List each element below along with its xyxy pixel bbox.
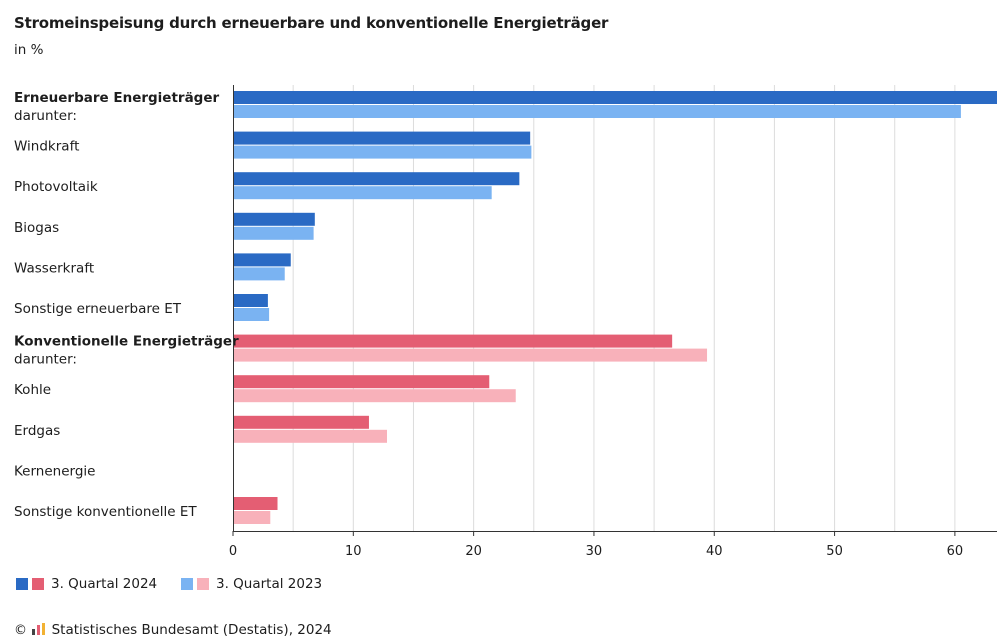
category-label: Windkraft [14, 139, 79, 155]
x-tick-label: 30 [586, 544, 603, 559]
chart-subtitle: in % [14, 42, 44, 58]
category-label: Sonstige konventionelle ET [14, 504, 197, 520]
x-tick-label: 50 [826, 544, 843, 559]
chart-title: Stromeinspeisung durch erneuerbare und k… [14, 14, 609, 32]
category-label: Kohle [14, 382, 51, 398]
bar [233, 375, 490, 389]
legend-swatch-2023-renewable [181, 578, 193, 590]
bar [233, 267, 285, 281]
legend-label-2023: 3. Quartal 2023 [216, 576, 323, 592]
category-sublabel: darunter: [14, 108, 77, 124]
category-sublabel: darunter: [14, 352, 77, 368]
category-label: Erdgas [14, 423, 60, 439]
destatis-logo-icon [32, 623, 46, 635]
bar [233, 226, 314, 240]
bar [233, 131, 531, 145]
category-label: Konventionelle Energieträger [14, 334, 239, 350]
category-label: Sonstige erneuerbare ET [14, 301, 182, 317]
bar [233, 253, 291, 267]
bar [233, 429, 388, 443]
source-line: © Statistisches Bundesamt (Destatis), 20… [14, 622, 332, 638]
legend-swatch-2023-conventional [197, 578, 209, 590]
bar [233, 294, 268, 307]
x-tick-label: 20 [465, 544, 482, 559]
x-tick-label: 60 [947, 544, 964, 559]
bar [233, 334, 673, 348]
copyright-symbol: © [14, 623, 27, 638]
bar [233, 415, 369, 429]
x-tick-label: 0 [229, 544, 237, 559]
bar [233, 511, 271, 524]
legend-label-2024: 3. Quartal 2024 [51, 576, 158, 592]
source-text: Statistisches Bundesamt (Destatis), 2024 [51, 622, 332, 638]
category-label: Photovoltaik [14, 179, 98, 195]
x-tick-label: 40 [706, 544, 723, 559]
bar [233, 389, 516, 403]
category-label: Wasserkraft [14, 260, 94, 276]
category-label: Biogas [14, 220, 59, 236]
bar [233, 186, 492, 200]
bar [233, 497, 278, 510]
x-tick-label: 10 [345, 544, 362, 559]
bar-chart: 0 10 20 30 40 50 60 Erneuerbare Energieträger da… [14, 85, 997, 559]
bar [233, 145, 532, 159]
bar [233, 212, 315, 226]
legend-swatch-2024-renewable [16, 578, 28, 590]
bar [233, 348, 708, 362]
legend-swatch-2024-conventional [32, 578, 44, 590]
bar [233, 91, 997, 104]
bar [233, 308, 270, 321]
category-label: Kernenergie [14, 463, 95, 479]
bar [233, 105, 961, 118]
bar [233, 172, 520, 186]
category-label: Erneuerbare Energieträger [14, 90, 219, 106]
